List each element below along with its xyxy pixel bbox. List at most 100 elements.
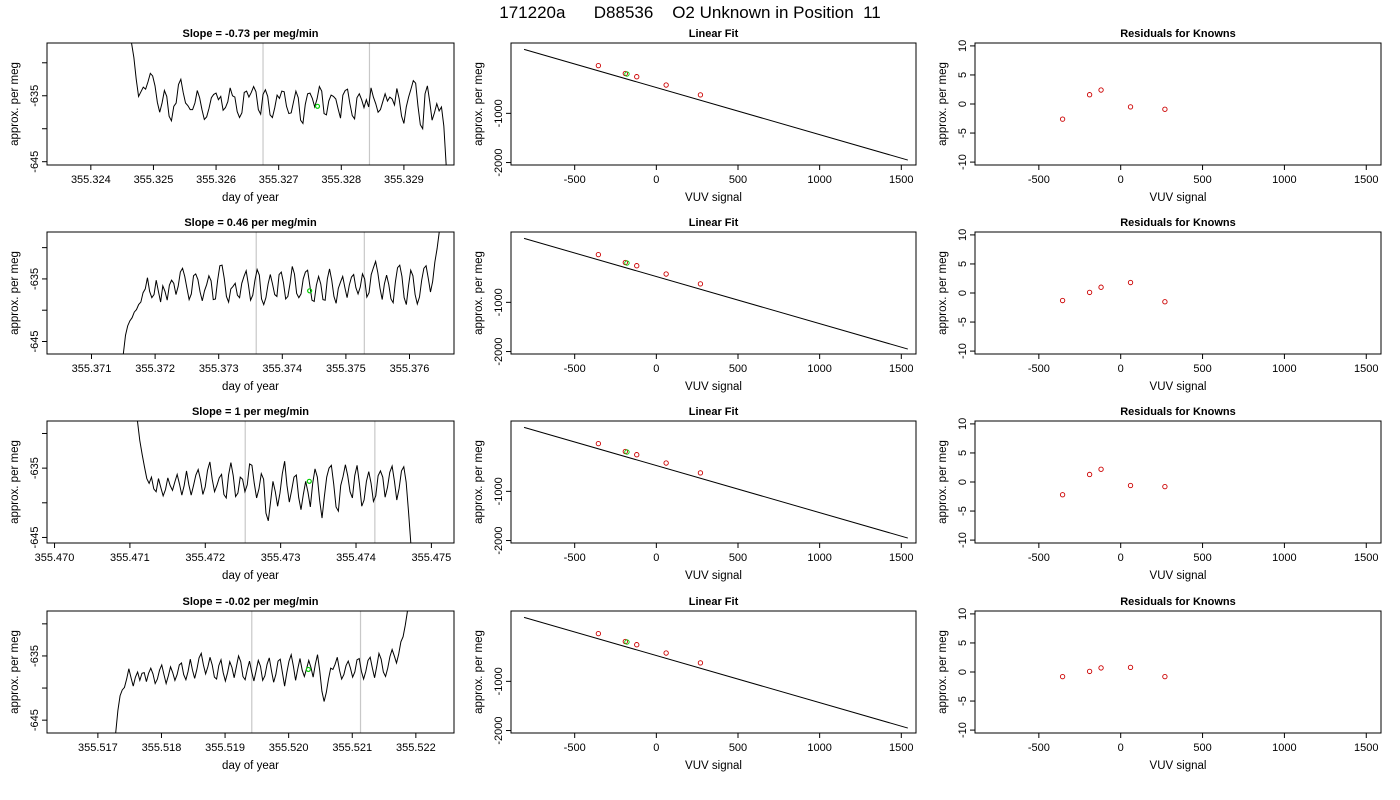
y-tick-label: -645 [29,151,41,173]
fit-line [523,616,908,729]
mean-marker [306,478,312,484]
y-tick-label: 5 [957,261,969,267]
x-axis-label: day of year [222,381,279,393]
data-point-known [1127,104,1134,110]
x-tick-label: 500 [1193,552,1211,564]
data-point-unknown [624,260,630,266]
x-tick-label: 1000 [807,363,831,375]
x-tick-label: 1500 [889,742,913,754]
x-axis-label: VUV signal [1150,192,1207,204]
y-tick-label: 10 [957,418,969,430]
plot-frame [46,231,455,355]
x-axis-label: VUV signal [1150,381,1207,393]
x-tick-label: 355.471 [110,552,150,564]
y-axis-label: approx. per meg [9,440,21,524]
panel-title: Residuals for Knowns [1120,596,1236,608]
plot-data [1059,664,1168,680]
panel-title: Linear Fit [689,406,739,418]
x-tick-label: 355.472 [185,552,225,564]
x-axis-label: day of year [222,570,279,582]
data-point-known [663,271,669,277]
mean-marker [307,288,313,294]
y-axis-label: approx. per meg [937,440,949,524]
fit-line [523,237,908,350]
x-tick-label: 1000 [1272,742,1296,754]
x-tick-label: 0 [653,552,659,564]
x-tick-label: 0 [653,174,659,186]
plot-data [1059,279,1168,305]
x-tick-label: 355.521 [332,742,372,754]
data-point-known [1162,673,1168,680]
data-point-known [663,82,669,88]
x-tick-label: 1500 [889,174,913,186]
y-tick-label: -5 [957,128,969,138]
panel-title: Residuals for Knowns [1120,28,1236,40]
y-tick-label: 10 [957,40,969,52]
data-point-unknown [624,639,630,645]
panel-title: Residuals for Knowns [1120,217,1236,229]
x-tick-label: 355.372 [135,363,175,375]
x-axis-label: day of year [222,760,279,772]
y-tick-label: -1000 [493,288,505,316]
y-tick-label: -1000 [493,477,505,505]
x-tick-label: 355.376 [390,363,430,375]
x-tick-label: 355.325 [134,174,174,186]
data-point-known [1098,665,1104,671]
panel-title: Linear Fit [689,217,739,229]
x-axis-label: VUV signal [685,381,742,393]
data-point-known [1162,299,1168,305]
x-tick-label: 355.473 [261,552,301,564]
x-tick-label: 1500 [1354,742,1378,754]
fit-line [523,426,908,539]
x-tick-label: 355.373 [199,363,239,375]
x-tick-label: -500 [1028,552,1050,564]
fit-line [523,48,908,161]
data-point-known [663,650,669,656]
y-tick-label: -635 [29,85,41,107]
y-tick-label: 5 [957,450,969,456]
x-tick-label: 1000 [1272,552,1296,564]
x-tick-label: -500 [564,552,586,564]
y-tick-label: -645 [29,709,41,731]
x-tick-label: 355.327 [259,174,299,186]
x-tick-label: -500 [1028,174,1050,186]
data-point-known [1098,466,1104,472]
y-tick-label: -5 [957,506,969,516]
panel-residuals-1: Residuals for Knowns -500 0 500 1000 1500 -10 -… [937,28,1382,204]
y-tick-label: -10 [957,722,969,738]
plot-data [523,426,908,539]
data-point-known [697,660,704,666]
x-tick-label: 355.522 [396,742,436,754]
y-tick-label: 5 [957,640,969,646]
x-tick-label: 355.470 [35,552,75,564]
y-axis-label: approx. per meg [473,62,485,146]
plot-frame [974,420,1382,544]
y-tick-label: 10 [957,229,969,241]
x-axis-label: VUV signal [685,570,742,582]
x-tick-label: 1000 [1272,174,1296,186]
x-tick-label: -500 [564,363,586,375]
panel-title: Linear Fit [689,596,739,608]
plot-frame [974,610,1382,734]
x-tick-label: 355.519 [205,742,245,754]
x-axis-label: VUV signal [1150,570,1207,582]
data-point-known [697,470,704,476]
x-axis-label: VUV signal [685,760,742,772]
plot-frame [510,610,917,734]
y-tick-label: -10 [957,532,969,548]
x-tick-label: 500 [729,363,747,375]
x-tick-label: -500 [1028,742,1050,754]
x-tick-label: 1000 [807,174,831,186]
panels: Slope = -0.73 per meg/min 355.324 355.325 3… [9,28,1382,772]
data-point-known [697,92,704,98]
y-axis-label: approx. per meg [937,251,949,335]
y-tick-label: -635 [29,268,41,290]
panel-residuals-3: Residuals for Knowns -500 0 500 1000 1500 -10 -… [937,406,1382,582]
x-tick-label: -500 [564,174,586,186]
data-point-known [697,281,704,287]
series-line [131,43,447,165]
x-tick-label: 500 [729,552,747,564]
panel-time-series-4: Slope = -0.02 per meg/min 355.517 355.518 3… [9,596,455,772]
data-point-known [634,74,640,80]
y-axis-label: approx. per meg [9,630,21,714]
